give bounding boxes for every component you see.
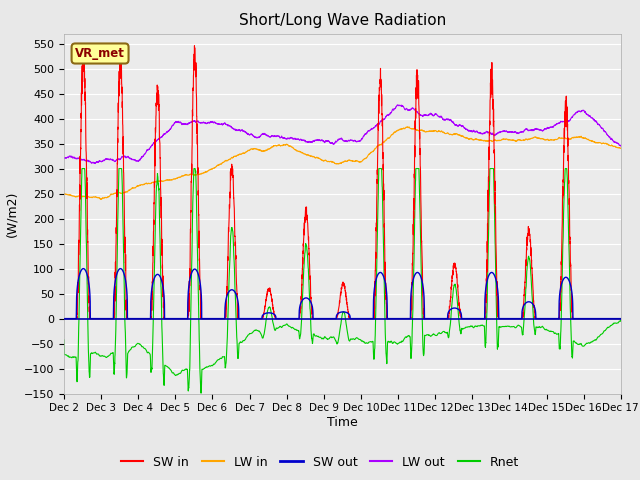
Rnet [197,390,205,396]
SW in [436,316,444,322]
Rnet [436,331,444,336]
LW out [468,128,476,134]
Line: LW in: LW in [64,127,621,199]
SW out [499,316,507,322]
SW out [60,316,68,322]
Line: SW out: SW out [64,269,621,319]
LW out [322,138,330,144]
Legend: SW in, LW in, SW out, LW out, Rnet: SW in, LW in, SW out, LW out, Rnet [116,451,524,474]
SW in [499,316,507,322]
LW out [616,142,624,148]
LW in [161,178,168,184]
SW out [616,316,624,322]
SW in [191,43,198,48]
Rnet [468,324,476,329]
LW in [616,145,624,151]
LW in [468,136,476,142]
LW in [60,191,68,197]
X-axis label: Time: Time [327,416,358,429]
Text: VR_met: VR_met [75,47,125,60]
SW out [467,316,475,322]
Rnet [322,335,330,341]
LW in [436,129,444,134]
SW in [616,316,624,322]
Rnet [78,166,86,171]
LW out [436,114,444,120]
LW out [161,131,168,137]
Line: LW out: LW out [64,105,621,164]
LW out [499,129,507,134]
Rnet [499,324,507,329]
SW in [467,316,475,322]
Rnet [617,317,625,323]
LW out [60,156,68,161]
LW in [499,136,507,142]
LW out [394,102,401,108]
LW out [617,143,625,149]
SW in [160,316,168,322]
LW in [97,196,105,202]
Title: Short/Long Wave Radiation: Short/Long Wave Radiation [239,13,446,28]
LW in [617,145,625,151]
Rnet [60,337,68,343]
SW out [436,316,444,322]
SW out [79,266,87,272]
Rnet [616,318,624,324]
LW in [322,157,330,163]
Line: SW in: SW in [64,46,621,319]
SW in [60,316,68,322]
Line: Rnet: Rnet [64,168,621,393]
LW in [405,124,413,130]
LW out [92,161,99,167]
Rnet [161,383,168,388]
SW out [617,316,625,322]
SW in [617,316,625,322]
SW in [322,316,330,322]
Y-axis label: (W/m2): (W/m2) [5,191,19,237]
SW out [322,316,330,322]
SW out [161,295,168,300]
